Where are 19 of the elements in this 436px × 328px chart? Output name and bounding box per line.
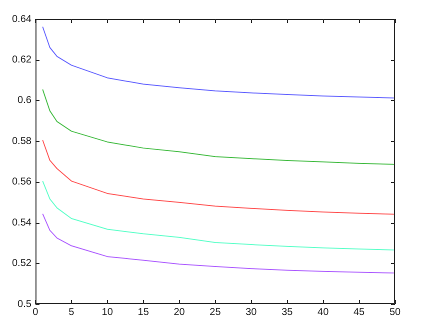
x-tick-label: 15: [138, 306, 150, 318]
x-tick-label: 5: [68, 306, 75, 318]
x-tick-label: 10: [102, 306, 114, 318]
x-tick-label: 20: [174, 306, 186, 318]
y-tick-label: 0.52: [12, 258, 32, 270]
x-tick-label: 40: [318, 306, 330, 318]
x-tick-label: 35: [282, 306, 294, 318]
x-tick-label: 50: [389, 306, 401, 318]
x-tick-label: 0: [32, 306, 39, 318]
y-tick-label: 0.58: [12, 136, 32, 147]
y-tick-label: 0.62: [12, 54, 32, 66]
x-tick-label: 25: [210, 306, 222, 318]
y-tick-label: 0.64: [12, 14, 32, 25]
y-tick-label: 0.56: [12, 176, 32, 188]
y-tick-label: 0.5: [18, 298, 32, 310]
x-tick-label: 30: [246, 306, 258, 318]
x-tick-label: 45: [353, 306, 366, 318]
y-tick-label: 0.54: [12, 217, 32, 228]
y-tick-label: 0.6: [18, 95, 32, 106]
